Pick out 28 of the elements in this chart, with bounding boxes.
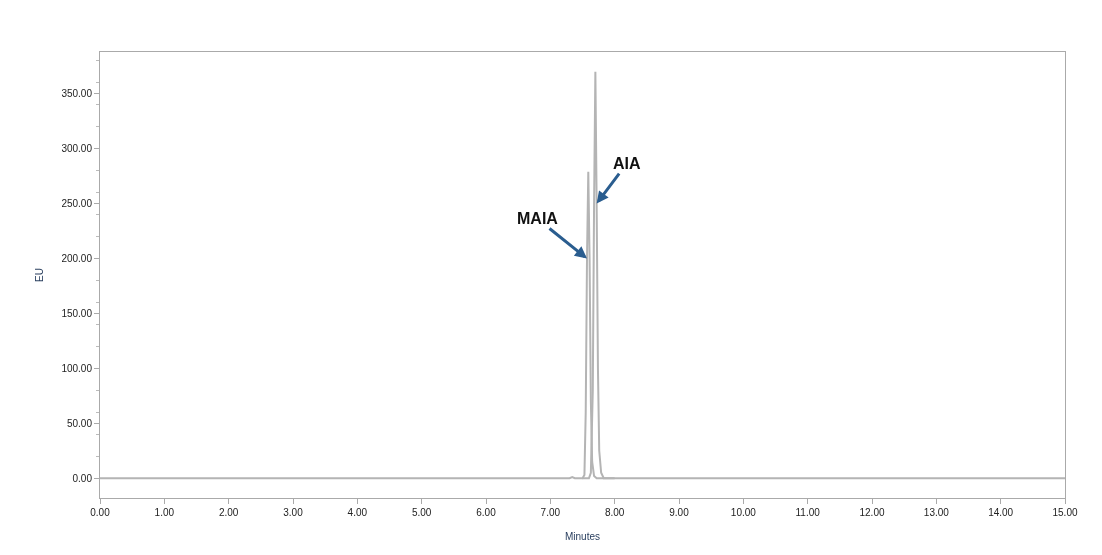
x-tick-label: 1.00 <box>154 507 175 518</box>
y-tick-label: 200.00 <box>61 253 93 265</box>
y-tick-label: 100.00 <box>61 362 93 374</box>
x-tick-label: 0.00 <box>90 507 111 518</box>
annotation: MAIA <box>517 210 559 227</box>
x-tick-label: 9.00 <box>669 507 690 518</box>
x-tick-label: 2.00 <box>218 507 239 518</box>
x-tick-label: 10.00 <box>730 507 757 518</box>
annotation: AIA <box>613 155 641 172</box>
y-tick-label: 0.00 <box>72 472 93 484</box>
y-tick-label: 250.00 <box>61 198 93 210</box>
x-tick-label: 11.00 <box>795 507 821 518</box>
y-tick-label: 300.00 <box>61 143 93 155</box>
x-tick-label: 3.00 <box>283 507 304 518</box>
x-tick-label: 12.00 <box>859 507 885 518</box>
x-tick-label: 6.00 <box>476 507 497 518</box>
y-tick-label: 50.00 <box>66 417 93 429</box>
x-axis-title: Minutes <box>564 530 601 542</box>
x-tick-label: 8.00 <box>604 507 625 518</box>
y-tick-label: 350.00 <box>61 88 93 100</box>
x-tick-label: 15.00 <box>1052 507 1078 518</box>
x-tick-label: 5.00 <box>411 507 432 518</box>
x-tick-label: 13.00 <box>923 507 950 518</box>
y-axis-title: EU <box>34 268 46 282</box>
x-tick-label: 14.00 <box>988 507 1014 518</box>
y-tick-label: 150.00 <box>61 307 93 319</box>
x-tick-label: 7.00 <box>540 507 561 518</box>
x-tick-label: 4.00 <box>347 507 368 518</box>
